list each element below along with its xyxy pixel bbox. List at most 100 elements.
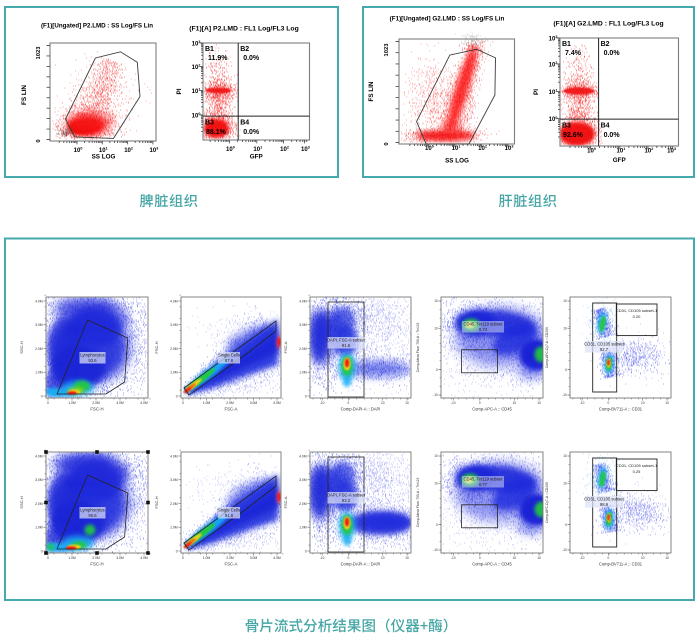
svg-text:91.8: 91.8 xyxy=(225,513,234,518)
svg-text:Lymphocytes: Lymphocytes xyxy=(80,353,105,358)
svg-text:10: 10 xyxy=(665,556,669,560)
svg-text:FSC-H: FSC-H xyxy=(90,407,103,412)
svg-text:PI: PI xyxy=(533,89,540,95)
svg-text:4.0M: 4.0M xyxy=(273,401,281,405)
svg-text:101: 101 xyxy=(452,145,461,152)
svg-text:1023: 1023 xyxy=(36,46,42,60)
svg-text:0: 0 xyxy=(607,401,609,405)
svg-text:101: 101 xyxy=(549,89,558,96)
svg-text:Comp-APC-Cy7-A :: CD105: Comp-APC-Cy7-A :: CD105 xyxy=(545,327,549,368)
svg-text:0: 0 xyxy=(565,368,567,372)
svg-text:FSC-A: FSC-A xyxy=(283,341,288,353)
svg-text:102: 102 xyxy=(478,145,487,152)
svg-text:0: 0 xyxy=(47,401,49,405)
svg-text:CD31, CD105 subset: CD31, CD105 subset xyxy=(584,497,624,502)
svg-text:4.0M: 4.0M xyxy=(140,401,148,405)
svg-text:102: 102 xyxy=(645,147,654,154)
svg-text:0: 0 xyxy=(607,556,609,560)
svg-text:4.0M: 4.0M xyxy=(273,556,281,560)
svg-text:10: 10 xyxy=(641,556,645,560)
svg-text:Comp-DAPI-A :: DAPI: Comp-DAPI-A :: DAPI xyxy=(341,407,381,412)
svg-text:0.0%: 0.0% xyxy=(604,50,621,57)
svg-text:(F1)[A] G2.LMD : FL1 Log/FL3 L: (F1)[A] G2.LMD : FL1 Log/FL3 Log xyxy=(553,21,663,28)
svg-text:10: 10 xyxy=(537,401,541,405)
svg-text:2.0M: 2.0M xyxy=(226,556,234,560)
svg-text:92.7: 92.7 xyxy=(600,347,609,352)
svg-text:100: 100 xyxy=(192,112,201,119)
svg-text:100: 100 xyxy=(74,147,83,154)
svg-text:101: 101 xyxy=(192,88,201,95)
svg-text:CD31, CD105 subset-1: CD31, CD105 subset-1 xyxy=(616,308,658,313)
svg-text:10: 10 xyxy=(434,327,438,331)
svg-text:B4: B4 xyxy=(240,120,249,127)
svg-text:0: 0 xyxy=(176,549,178,553)
svg-text:2.0M: 2.0M xyxy=(170,502,178,506)
svg-text:93.6: 93.6 xyxy=(88,358,97,363)
svg-text:B1: B1 xyxy=(205,46,214,53)
svg-text:92.6%: 92.6% xyxy=(563,132,584,139)
svg-text:0: 0 xyxy=(305,549,307,553)
svg-text:CD45, Ter119 subset: CD45, Ter119 subset xyxy=(464,477,504,482)
svg-text:10: 10 xyxy=(563,327,567,331)
svg-text:1.0M: 1.0M xyxy=(68,556,76,560)
svg-text:3.0M: 3.0M xyxy=(116,401,124,405)
svg-text:102: 102 xyxy=(124,147,133,154)
svg-text:GFP: GFP xyxy=(250,154,263,161)
svg-text:1.0M: 1.0M xyxy=(170,371,178,375)
svg-text:SSC-H: SSC-H xyxy=(19,496,24,509)
svg-text:102: 102 xyxy=(280,146,289,153)
svg-text:88.1%: 88.1% xyxy=(206,129,227,136)
svg-text:B1: B1 xyxy=(562,41,571,48)
svg-text:100: 100 xyxy=(549,116,558,123)
svg-text:87.6: 87.6 xyxy=(225,358,234,363)
svg-text:100: 100 xyxy=(587,147,596,154)
svg-text:Comp-Alexa Fluor 700-A :: Ter1: Comp-Alexa Fluor 700-A :: Ter119 xyxy=(416,323,420,373)
svg-text:-10: -10 xyxy=(562,393,567,397)
svg-text:0.20: 0.20 xyxy=(633,314,642,319)
svg-text:-10: -10 xyxy=(433,548,438,552)
svg-text:103: 103 xyxy=(667,147,676,154)
svg-text:103: 103 xyxy=(505,145,514,152)
svg-text:11.9%: 11.9% xyxy=(208,55,228,62)
svg-text:0: 0 xyxy=(436,368,438,372)
svg-text:(F1)[A] P2.LMD : FL1 Log/FL3 L: (F1)[A] P2.LMD : FL1 Log/FL3 Log xyxy=(189,26,299,33)
svg-text:SS LOG: SS LOG xyxy=(92,154,116,161)
svg-text:PI: PI xyxy=(176,88,183,94)
svg-text:0: 0 xyxy=(182,401,184,405)
svg-text:2.0M: 2.0M xyxy=(92,556,100,560)
svg-text:SSC-H: SSC-H xyxy=(19,341,24,354)
svg-text:Comp-APC-Cy7-A :: CD105: Comp-APC-Cy7-A :: CD105 xyxy=(545,482,549,523)
svg-text:2.0M: 2.0M xyxy=(226,401,234,405)
svg-text:98.9: 98.9 xyxy=(600,502,609,507)
svg-text:CD31, CD105 subset-1: CD31, CD105 subset-1 xyxy=(616,463,658,468)
svg-text:1.0M: 1.0M xyxy=(203,401,211,405)
svg-text:0.25: 0.25 xyxy=(633,469,642,474)
svg-text:101: 101 xyxy=(617,147,626,154)
svg-text:FSC-A: FSC-A xyxy=(225,562,238,567)
svg-text:102: 102 xyxy=(549,61,558,68)
svg-text:FSC-H: FSC-H xyxy=(90,562,103,567)
svg-text:(F1)[Ungated] G2.LMD : SS Log/: (F1)[Ungated] G2.LMD : SS Log/FS Lin xyxy=(390,16,505,23)
svg-text:1.0M: 1.0M xyxy=(68,401,76,405)
svg-text:2.0M: 2.0M xyxy=(35,347,43,351)
svg-text:-10: -10 xyxy=(320,556,325,560)
svg-text:Comp-BV711-A :: CD31: Comp-BV711-A :: CD31 xyxy=(599,562,643,567)
svg-text:10: 10 xyxy=(434,454,438,458)
svg-text:1.0M: 1.0M xyxy=(35,526,43,530)
svg-text:FS LIN: FS LIN xyxy=(21,85,28,105)
svg-text:103: 103 xyxy=(301,146,310,153)
svg-text:4.0M: 4.0M xyxy=(299,454,307,458)
svg-text:100: 100 xyxy=(425,145,434,152)
svg-text:103: 103 xyxy=(192,40,201,47)
svg-text:1.0M: 1.0M xyxy=(299,526,307,530)
svg-text:-10: -10 xyxy=(451,556,456,560)
svg-text:4.0M: 4.0M xyxy=(140,556,148,560)
svg-text:3.0M: 3.0M xyxy=(35,323,43,327)
svg-text:FSC-A: FSC-A xyxy=(283,496,288,508)
svg-text:SS LOG: SS LOG xyxy=(445,158,469,165)
svg-text:10: 10 xyxy=(381,556,385,560)
svg-text:0: 0 xyxy=(41,549,43,553)
svg-text:91.6: 91.6 xyxy=(342,343,351,348)
svg-text:1.0M: 1.0M xyxy=(203,556,211,560)
svg-text:103: 103 xyxy=(150,147,159,154)
